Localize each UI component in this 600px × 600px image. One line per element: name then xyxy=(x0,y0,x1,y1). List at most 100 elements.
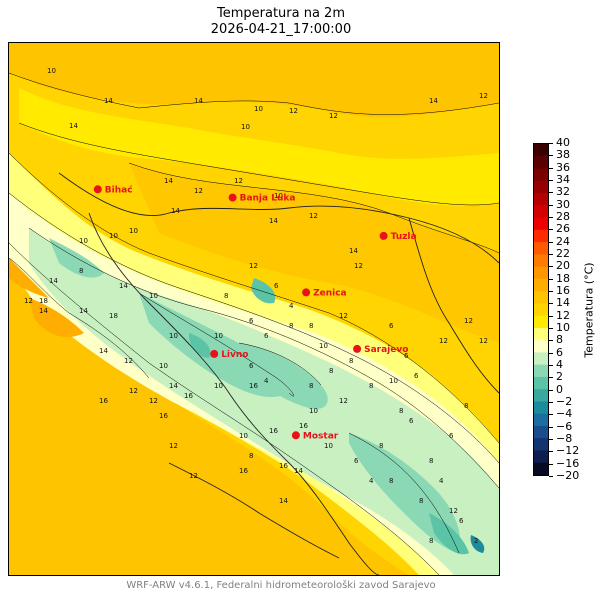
city-marker xyxy=(379,231,388,240)
colorbar-tick-label: 2 xyxy=(556,370,563,384)
colorbar-tick-label: 34 xyxy=(556,173,570,186)
contour-label: 14 xyxy=(39,307,48,315)
colorbar-tick-label: 30 xyxy=(556,197,570,211)
colorbar-tick-label: −2 xyxy=(556,395,573,408)
contour-label: 12 xyxy=(329,112,338,120)
coldest-core xyxy=(470,535,485,553)
colorbar-tick-label: −20 xyxy=(556,469,580,482)
colorbar-tick-mark xyxy=(549,439,553,440)
colorbar-band xyxy=(534,242,548,255)
contour-label: 8 xyxy=(309,322,313,330)
contour-labels: 10 14 10 10 12 12 14 14 12 14 12 14 14 12 14 12 14 10 12 10… xyxy=(24,67,488,545)
contour-label: 12 xyxy=(479,337,488,345)
contour-label: 14 xyxy=(429,97,438,105)
colorbar-band xyxy=(534,144,548,157)
colorbar-band xyxy=(534,425,548,439)
contour-label: 8 xyxy=(289,322,293,330)
colorbar-band xyxy=(534,413,548,427)
contour-label: 10 xyxy=(169,332,178,340)
colorbar-tick-label: 20 xyxy=(556,259,570,273)
colorbar-band xyxy=(534,352,548,366)
contour-label: 14 xyxy=(279,497,288,505)
contour-label: 6 xyxy=(414,372,419,380)
contour-label: 14 xyxy=(49,277,58,285)
contour-label: 14 xyxy=(349,247,358,255)
adriatic-sea xyxy=(9,263,409,575)
city-label: Tuzla xyxy=(391,232,417,242)
contour-label: 14 xyxy=(69,122,78,130)
map-title: Temperatura na 2m xyxy=(216,6,345,21)
coastal-warm-strip xyxy=(29,298,84,338)
city-marker xyxy=(353,344,362,353)
contour-label: 14 xyxy=(79,307,88,315)
contour-label: 8 xyxy=(369,382,373,390)
city-label: Zenica xyxy=(313,288,347,298)
colorbar-band xyxy=(534,278,548,292)
colorbar xyxy=(533,143,549,476)
contour-label: 14 xyxy=(169,382,178,390)
contour-label: 14 xyxy=(99,347,108,355)
contour-label: 6 xyxy=(449,432,454,440)
north-cool-band xyxy=(19,88,499,206)
city-marker xyxy=(291,431,300,440)
colorbar-tick-label: 8 xyxy=(556,333,563,347)
city-label: Bihać xyxy=(105,184,133,195)
colorbar-tick-mark xyxy=(549,389,553,391)
colorbar-tick-mark xyxy=(549,217,553,218)
contour-label: 8 xyxy=(349,357,353,365)
contour-label: 14 xyxy=(104,97,113,105)
colorbar-tick-mark xyxy=(549,365,553,366)
city-label: Sarajevo xyxy=(364,345,408,355)
city-marker xyxy=(228,193,237,202)
colorbar-tick-mark xyxy=(549,192,553,194)
north-warm-band xyxy=(9,43,499,118)
contour-label: 10 xyxy=(129,227,138,235)
contour-label: 8 xyxy=(379,442,383,450)
colorbar-band xyxy=(534,462,548,475)
colorbar-tick-label: 12 xyxy=(556,308,570,322)
contour-label: 10 xyxy=(79,237,88,245)
contour-label: 16 xyxy=(249,382,258,390)
contour-label: 12 xyxy=(309,212,318,220)
city-marker xyxy=(302,288,311,297)
colorbar-tick-label: 14 xyxy=(556,296,570,310)
colorbar-tick-label: −6 xyxy=(556,419,573,433)
contour-label: 12 xyxy=(354,262,363,270)
colorbar-tick-mark xyxy=(549,229,553,231)
temperature-map: 10 14 10 10 12 12 14 14 12 14 12 14 14 12 14 12 14 10 12 10… xyxy=(8,42,500,576)
contour-label: 12 xyxy=(124,357,133,365)
colorbar-band xyxy=(534,401,548,415)
colorbar-band xyxy=(534,327,548,341)
contour-label: 10 xyxy=(214,382,223,390)
colorbar-tick-mark xyxy=(549,167,553,169)
colorbar-band xyxy=(534,340,548,353)
colorbar-tick-label: 36 xyxy=(556,160,570,174)
contour-label: 6 xyxy=(459,517,464,525)
colorbar-band xyxy=(534,303,548,317)
contour-label: 6 xyxy=(409,417,414,425)
colorbar-tick-mark xyxy=(549,340,553,342)
footer-credit: WRF-ARW v4.6.1, Federalni hidrometeorolo… xyxy=(126,580,436,591)
colorbar-band xyxy=(534,438,548,451)
colorbar-tick-label: 4 xyxy=(556,358,563,371)
contour-label: 8 xyxy=(464,402,468,410)
contour-label: 4 xyxy=(439,477,444,485)
contour-lines xyxy=(9,72,499,575)
colorbar-band xyxy=(534,180,548,194)
contour-label: 8 xyxy=(389,477,393,485)
colorbar-tick-label: 24 xyxy=(556,234,570,248)
contour-label: 16 xyxy=(269,427,278,435)
contour-label: 12 xyxy=(339,397,348,405)
colorbar-band xyxy=(534,450,548,464)
colorbar-tick-mark xyxy=(549,266,553,268)
colorbar-tick-label: 28 xyxy=(556,210,570,223)
contour-label: 12 xyxy=(234,177,243,185)
contour-label: 8 xyxy=(399,407,403,415)
contour-label: 8 xyxy=(79,267,83,275)
contour-label: 8 xyxy=(429,457,433,465)
colorbar-tick-label: 6 xyxy=(556,345,563,359)
colorbar-tick-mark xyxy=(549,476,553,477)
colorbar-tick-label: −4 xyxy=(556,407,573,421)
north-plain xyxy=(129,163,499,343)
contour-label: 12 xyxy=(129,387,138,395)
